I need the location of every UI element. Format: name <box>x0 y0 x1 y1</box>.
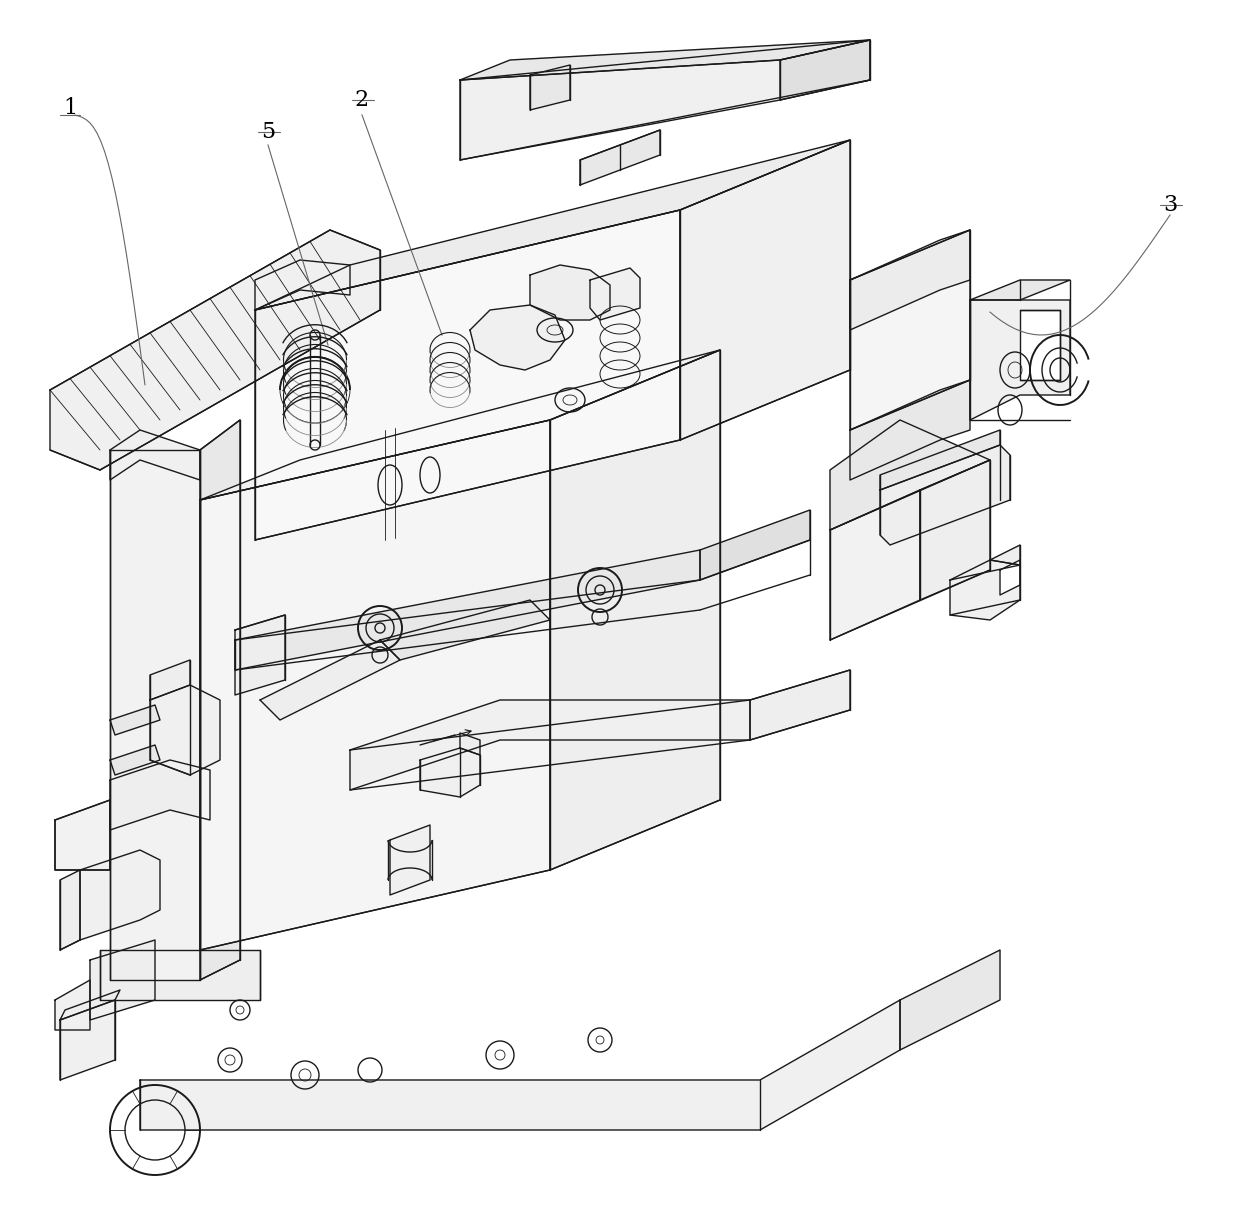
Polygon shape <box>460 40 870 80</box>
Polygon shape <box>55 800 110 869</box>
Polygon shape <box>81 850 160 940</box>
Polygon shape <box>880 430 999 490</box>
Text: 2: 2 <box>355 89 370 111</box>
Polygon shape <box>60 869 81 950</box>
Polygon shape <box>701 510 810 580</box>
Polygon shape <box>150 660 190 700</box>
Polygon shape <box>200 420 551 950</box>
Polygon shape <box>379 599 551 660</box>
Polygon shape <box>150 685 219 775</box>
Polygon shape <box>470 305 565 370</box>
Polygon shape <box>110 450 200 980</box>
Polygon shape <box>140 1000 900 1130</box>
Polygon shape <box>990 545 1021 565</box>
Polygon shape <box>255 260 350 310</box>
Polygon shape <box>55 980 91 1030</box>
Polygon shape <box>780 40 870 100</box>
Polygon shape <box>420 748 480 796</box>
Polygon shape <box>200 350 720 500</box>
Polygon shape <box>60 1000 115 1080</box>
Polygon shape <box>529 64 570 109</box>
Polygon shape <box>1021 310 1060 379</box>
Text: 5: 5 <box>260 122 275 143</box>
Polygon shape <box>60 990 120 1020</box>
Polygon shape <box>529 265 610 320</box>
Polygon shape <box>391 824 430 895</box>
Polygon shape <box>110 430 200 480</box>
Polygon shape <box>950 561 1021 620</box>
Text: 1: 1 <box>63 97 77 119</box>
Polygon shape <box>110 745 160 775</box>
Polygon shape <box>50 230 379 471</box>
Polygon shape <box>849 230 970 430</box>
Polygon shape <box>830 420 990 530</box>
Polygon shape <box>680 140 849 440</box>
Polygon shape <box>260 640 401 720</box>
Polygon shape <box>590 268 640 320</box>
Polygon shape <box>350 700 750 790</box>
Polygon shape <box>200 420 241 980</box>
Polygon shape <box>580 130 660 185</box>
Polygon shape <box>830 490 920 640</box>
Polygon shape <box>920 460 990 599</box>
Polygon shape <box>55 800 110 869</box>
Polygon shape <box>255 140 849 310</box>
Text: 3: 3 <box>1163 195 1177 216</box>
Polygon shape <box>750 670 849 741</box>
Polygon shape <box>110 705 160 734</box>
Polygon shape <box>110 760 210 831</box>
Polygon shape <box>970 280 1070 300</box>
Polygon shape <box>460 40 870 161</box>
Polygon shape <box>236 550 701 670</box>
Polygon shape <box>880 445 1011 545</box>
Polygon shape <box>91 940 155 1020</box>
Polygon shape <box>999 561 1021 595</box>
Polygon shape <box>849 379 970 480</box>
Polygon shape <box>236 615 285 696</box>
Polygon shape <box>255 210 680 540</box>
Polygon shape <box>900 950 999 1049</box>
Polygon shape <box>100 950 260 1000</box>
Polygon shape <box>460 733 480 755</box>
Polygon shape <box>970 300 1070 420</box>
Polygon shape <box>849 230 970 330</box>
Polygon shape <box>551 350 720 869</box>
